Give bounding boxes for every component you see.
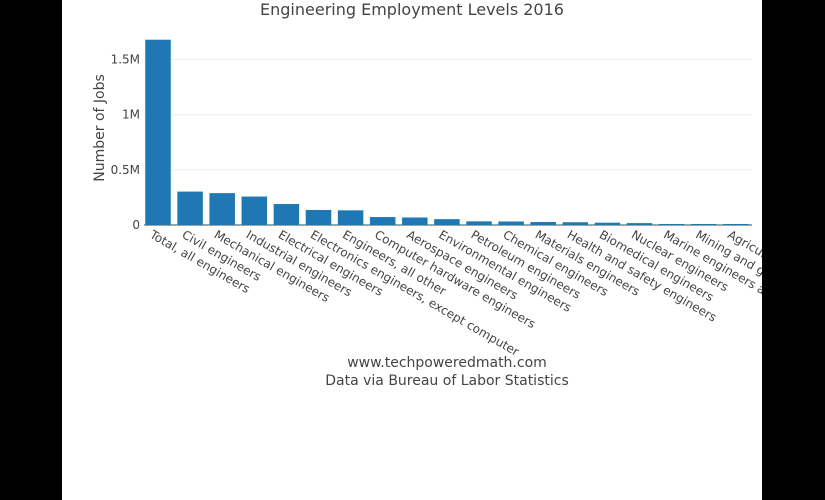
y-tick-label: 1.5M — [111, 53, 140, 67]
bar[interactable] — [723, 224, 749, 225]
bar[interactable] — [402, 217, 428, 225]
bar[interactable] — [241, 196, 268, 225]
bar[interactable] — [498, 221, 524, 225]
y-tick-label: 0 — [132, 218, 140, 232]
bar[interactable] — [434, 219, 460, 225]
bar[interactable] — [369, 217, 396, 225]
bar[interactable] — [466, 221, 492, 225]
bar[interactable] — [690, 224, 717, 225]
bar[interactable] — [658, 224, 685, 225]
x-axis-title-line-1: www.techpoweredmath.com — [347, 355, 547, 371]
bar[interactable] — [305, 210, 332, 225]
bars — [145, 39, 749, 225]
bar[interactable] — [626, 223, 653, 225]
chart-container: Engineering Employment Levels 2016 0 0.5M… — [62, 0, 762, 500]
bar-chart: Engineering Employment Levels 2016 0 0.5M… — [92, 0, 762, 389]
bar[interactable] — [337, 210, 364, 225]
bar[interactable] — [209, 193, 235, 225]
bar[interactable] — [562, 222, 589, 225]
bar[interactable] — [530, 222, 556, 225]
bar[interactable] — [145, 39, 171, 225]
y-tick-label: 1M — [122, 108, 140, 122]
chart-title: Engineering Employment Levels 2016 — [260, 0, 564, 19]
y-axis-ticks: 0 0.5M 1M 1.5M — [111, 53, 140, 232]
bar[interactable] — [273, 204, 300, 225]
x-axis-title-line-2: Data via Bureau of Labor Statistics — [325, 373, 569, 389]
bar[interactable] — [177, 191, 203, 225]
bar[interactable] — [594, 222, 621, 225]
y-tick-label: 0.5M — [111, 163, 140, 177]
gridlines — [144, 59, 752, 226]
y-axis-title: Number of Jobs — [92, 74, 108, 182]
